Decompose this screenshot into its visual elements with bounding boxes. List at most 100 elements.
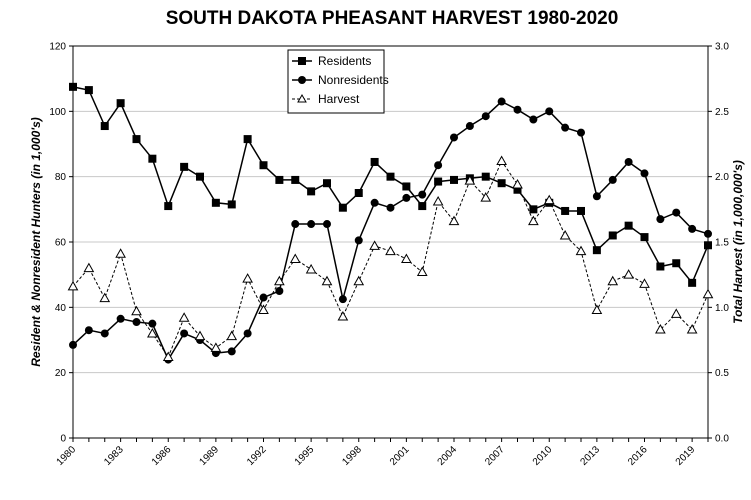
data-point-circle bbox=[608, 175, 617, 184]
data-point-circle bbox=[418, 190, 427, 199]
data-point-square bbox=[338, 203, 347, 212]
data-point-triangle bbox=[528, 215, 539, 226]
data-point-square bbox=[577, 206, 585, 215]
data-point-circle bbox=[545, 107, 554, 116]
x-tick-label: 1983 bbox=[102, 444, 126, 468]
series-line-harvest bbox=[72, 159, 709, 359]
x-tick-label: 1998 bbox=[340, 444, 364, 468]
left-axis-ticks: 0 20 40 60 80 100 120 bbox=[49, 42, 73, 445]
data-point-square bbox=[450, 175, 458, 184]
data-point-circle bbox=[116, 314, 125, 323]
data-point-triangle bbox=[321, 275, 333, 286]
data-point-triangle bbox=[369, 240, 380, 250]
data-point-square bbox=[529, 205, 538, 214]
data-point-circle bbox=[291, 220, 300, 229]
data-point-square bbox=[370, 157, 379, 166]
data-point-square bbox=[672, 259, 681, 268]
data-point-circle bbox=[624, 157, 633, 166]
data-point-circle bbox=[275, 287, 284, 295]
data-point-circle bbox=[656, 215, 665, 224]
legend-label-harvest: Harvest bbox=[318, 92, 360, 106]
data-point-circle bbox=[529, 115, 538, 124]
legend-label-residents: Residents bbox=[318, 54, 371, 68]
data-point-square bbox=[386, 172, 395, 181]
data-point-triangle bbox=[353, 275, 365, 286]
data-point-triangle bbox=[448, 215, 460, 226]
x-axis-ticks: 1980 1983 1986 1989 1992 1995 1998 2001 2004 2007… bbox=[55, 438, 709, 468]
gridlines bbox=[73, 110, 708, 374]
data-point-triangle bbox=[464, 175, 476, 185]
left-axis-label: Resident & Nonresident Hunters (in 1,000… bbox=[29, 117, 43, 367]
left-tick-label: 20 bbox=[55, 368, 67, 379]
x-tick-label: 2007 bbox=[483, 444, 507, 468]
data-point-triangle bbox=[702, 288, 714, 299]
left-tick-label: 40 bbox=[55, 303, 67, 314]
data-point-circle bbox=[513, 105, 522, 114]
data-point-circle bbox=[69, 340, 77, 349]
series-residents bbox=[69, 82, 712, 287]
x-tick-label: 2010 bbox=[531, 444, 555, 468]
data-point-circle bbox=[592, 192, 601, 201]
data-point-square bbox=[323, 179, 331, 188]
data-point-circle bbox=[434, 161, 443, 170]
data-point-square bbox=[656, 262, 665, 271]
data-point-triangle bbox=[512, 178, 523, 189]
left-tick-label: 80 bbox=[55, 172, 67, 183]
legend: Residents Nonresidents Harvest bbox=[287, 49, 389, 114]
data-point-triangle bbox=[337, 310, 349, 321]
data-point-square bbox=[164, 202, 173, 211]
data-point-triangle bbox=[99, 292, 111, 303]
data-point-triangle bbox=[496, 155, 507, 165]
data-point-square bbox=[196, 172, 204, 181]
x-tick-label: 2019 bbox=[674, 444, 698, 468]
data-point-triangle bbox=[178, 312, 190, 322]
data-point-square bbox=[259, 161, 268, 170]
data-point-triangle bbox=[480, 192, 492, 202]
x-tick-label: 1989 bbox=[197, 444, 221, 468]
x-tick-label: 2004 bbox=[436, 444, 460, 468]
data-point-circle bbox=[132, 318, 141, 327]
data-point-triangle bbox=[258, 304, 269, 314]
data-point-triangle bbox=[115, 248, 126, 258]
series-layer bbox=[67, 82, 714, 364]
data-point-triangle bbox=[67, 280, 79, 291]
data-point-triangle bbox=[210, 342, 222, 352]
data-point-square bbox=[211, 198, 220, 207]
data-point-triangle bbox=[83, 262, 95, 273]
data-point-square bbox=[434, 177, 443, 186]
data-point-square bbox=[608, 231, 617, 240]
data-point-square bbox=[354, 189, 363, 197]
data-point-circle bbox=[672, 208, 681, 217]
data-point-triangle bbox=[623, 269, 634, 279]
data-point-triangle bbox=[607, 275, 619, 286]
right-tick-label: 1.0 bbox=[715, 303, 729, 314]
series-line-nonresidents bbox=[72, 100, 709, 362]
x-tick-label: 1980 bbox=[55, 444, 79, 468]
data-point-triangle bbox=[401, 253, 412, 263]
right-axis-ticks: 0.0 0.5 1.0 1.5 2.0 2.5 3.0 bbox=[708, 42, 729, 445]
data-point-square bbox=[481, 172, 490, 181]
data-point-triangle bbox=[416, 266, 428, 277]
right-tick-label: 3.0 bbox=[715, 42, 729, 53]
left-tick-label: 0 bbox=[60, 434, 66, 445]
data-point-triangle bbox=[289, 253, 301, 263]
data-point-square bbox=[243, 135, 252, 144]
data-point-circle bbox=[148, 319, 157, 328]
left-tick-label: 60 bbox=[55, 238, 67, 249]
data-point-circle bbox=[640, 169, 649, 178]
data-point-triangle bbox=[305, 263, 317, 274]
data-point-circle bbox=[338, 295, 347, 304]
legend-item-nonresidents: Nonresidents bbox=[292, 73, 389, 87]
data-point-circle bbox=[402, 193, 411, 202]
right-tick-label: 1.5 bbox=[715, 238, 729, 249]
data-point-triangle bbox=[162, 351, 174, 361]
data-point-triangle bbox=[559, 229, 571, 240]
data-point-circle bbox=[370, 198, 379, 207]
data-point-circle bbox=[688, 224, 697, 233]
data-point-square bbox=[227, 200, 236, 209]
data-point-circle bbox=[323, 220, 331, 229]
data-point-triangle bbox=[194, 330, 206, 341]
data-point-circle bbox=[450, 133, 458, 142]
data-point-circle bbox=[180, 329, 189, 338]
